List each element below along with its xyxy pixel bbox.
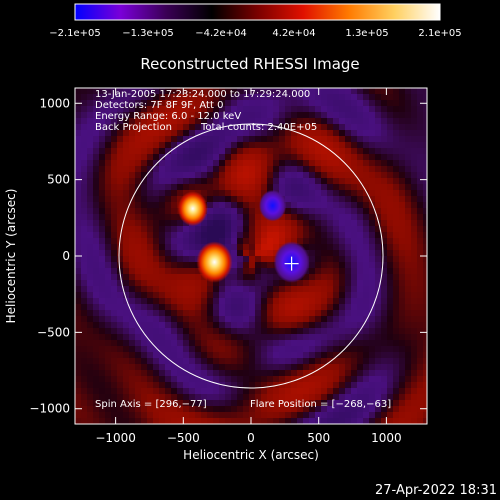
heatmap-image bbox=[75, 88, 427, 424]
colorbar-tick-label: 1.3e+05 bbox=[345, 28, 388, 39]
y-axis-label: Heliocentric Y (arcsec) bbox=[4, 189, 18, 324]
x-tick-label: 500 bbox=[307, 431, 330, 445]
colorbar-tick-label: −4.2e+04 bbox=[195, 28, 247, 39]
x-tick-label: 0 bbox=[247, 431, 255, 445]
energy-range-label: Energy Range: 6.0 - 12.0 keV bbox=[95, 111, 241, 122]
solar-limb-circle bbox=[118, 123, 384, 389]
footer-timestamp: 27-Apr-2022 18:31 bbox=[375, 483, 497, 498]
positive-source bbox=[177, 191, 208, 227]
y-tick-label: 500 bbox=[47, 173, 70, 187]
colorbar-tick-label: −1.3e+05 bbox=[122, 28, 174, 39]
y-tick-label: 0 bbox=[62, 249, 70, 263]
detectors-label: Detectors: 7F 8F 9F, Att 0 bbox=[95, 100, 223, 111]
positive-source bbox=[196, 241, 233, 283]
y-tick-label: −1000 bbox=[29, 402, 70, 416]
colorbar-tick-label: 4.2e+04 bbox=[272, 28, 315, 39]
colorbar bbox=[74, 3, 441, 21]
colorbar-tick-label: 2.1e+05 bbox=[418, 28, 461, 39]
time-range-label: 13-Jan-2005 17:23:24.000 to 17:29:24.000 bbox=[95, 89, 310, 100]
x-tick-label: 1000 bbox=[371, 431, 402, 445]
colorbar-tick-label: −2.1e+05 bbox=[49, 28, 101, 39]
chart-title: Reconstructed RHESSI Image bbox=[140, 55, 359, 73]
x-tick-label: −1000 bbox=[95, 431, 136, 445]
negative-source bbox=[258, 189, 287, 222]
y-tick-label: −500 bbox=[37, 325, 70, 339]
flare-position-label: Flare Position = [−268,−63] bbox=[250, 399, 391, 410]
axis-ticks: −1000 −500 0 500 1000 −1000 −500 0 500 1000 bbox=[29, 88, 427, 445]
total-counts-label: Total counts: 2.40E+05 bbox=[200, 122, 317, 133]
x-tick-label: −500 bbox=[167, 431, 200, 445]
method-label: Back Projection bbox=[95, 122, 172, 133]
flare-position-marker bbox=[284, 256, 299, 271]
heatmap-cells bbox=[75, 88, 427, 424]
colorbar-tick-labels: −2.1e+05 −1.3e+05 −4.2e+04 4.2e+04 1.3e+05 2.… bbox=[49, 28, 461, 39]
x-axis-label: Heliocentric X (arcsec) bbox=[183, 448, 319, 462]
y-tick-label: 1000 bbox=[39, 96, 70, 110]
spin-axis-label: Spin Axis = [296,−77] bbox=[95, 399, 207, 410]
